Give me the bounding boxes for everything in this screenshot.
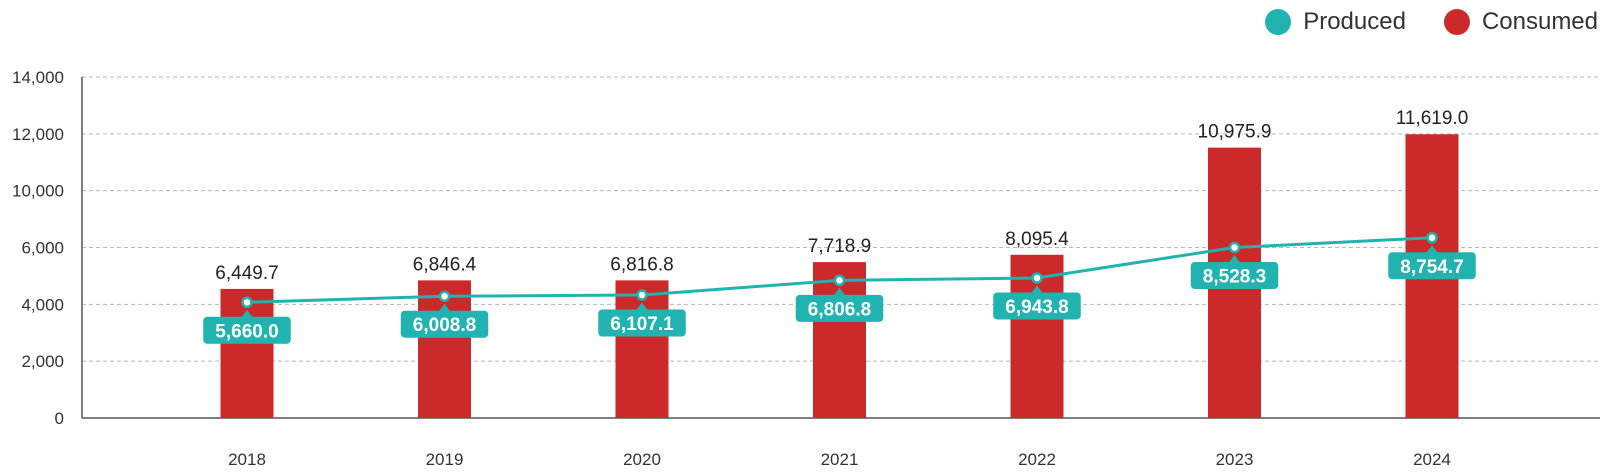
line-point — [1426, 232, 1438, 244]
bar-value-label: 6,449.7 — [215, 263, 278, 284]
bar-value-label: 6,846.4 — [413, 254, 477, 275]
line-label-badge — [400, 310, 489, 338]
bar — [220, 288, 274, 418]
x-tick-label: 2021 — [821, 450, 859, 469]
legend-label-consumed: Consumed — [1481, 8, 1598, 35]
bar-value-label: 11,619.0 — [1396, 108, 1469, 129]
line-value-label: 8,754.7 — [1400, 257, 1463, 278]
y-tick-label: 14,000 — [12, 68, 64, 87]
y-tick-label: 10,000 — [12, 182, 64, 201]
bar-value-label: 10,975.9 — [1198, 122, 1272, 143]
y-tick-label: 6,000 — [21, 239, 64, 258]
line-value-label: 5,660.0 — [215, 321, 278, 342]
legend: Produced Consumed — [1265, 6, 1598, 38]
y-tick-label: 0 — [55, 409, 64, 428]
legend-swatch-consumed — [1443, 9, 1470, 35]
legend-swatch-produced — [1265, 9, 1292, 35]
line-label-pointer — [438, 303, 451, 312]
line-value-label: 6,943.8 — [1005, 297, 1068, 318]
line-value-label: 6,107.1 — [610, 314, 674, 335]
line-label-badge — [1190, 262, 1279, 289]
line-value-label: 6,008.8 — [413, 315, 476, 336]
y-tick-label: 2,000 — [21, 352, 64, 371]
line-point — [833, 274, 846, 287]
y-tick-label: 4,000 — [21, 295, 64, 314]
bar — [418, 280, 471, 418]
x-tick-label: 2022 — [1018, 450, 1056, 469]
line-label-pointer — [241, 309, 253, 318]
line-label-pointer — [1228, 255, 1241, 263]
x-tick-label: 2020 — [623, 450, 661, 469]
legend-item-consumed: Consumed — [1443, 8, 1598, 36]
bar-value-label: 7,718.9 — [808, 236, 871, 257]
x-tick-label: 2018 — [228, 450, 266, 469]
bar — [615, 280, 669, 418]
line-point — [1031, 272, 1043, 284]
y-tick-label: 12,000 — [12, 125, 64, 144]
legend-item-produced: Produced — [1265, 8, 1406, 36]
legend-label-produced: Produced — [1303, 8, 1406, 35]
line-label-badge — [795, 294, 884, 322]
line-label-pointer — [833, 287, 846, 296]
line-point — [636, 289, 648, 301]
line-point — [241, 296, 253, 309]
bar-value-label: 6,816.8 — [610, 254, 673, 275]
line-label-pointer — [1031, 285, 1043, 294]
line-label-badge — [203, 316, 291, 344]
bar-value-label: 8,095.4 — [1005, 229, 1069, 250]
line-value-label: 8,528.3 — [1203, 267, 1266, 288]
x-tick-label: 2019 — [426, 450, 464, 469]
line-label-pointer — [1426, 245, 1438, 254]
line-label-badge — [1388, 252, 1476, 280]
line-point — [438, 290, 451, 302]
line-point — [1228, 241, 1241, 254]
line-label-badge — [598, 309, 686, 337]
line-label-pointer — [636, 302, 648, 311]
line-value-label: 6,806.8 — [808, 299, 871, 320]
line-label-badge — [993, 292, 1081, 320]
x-tick-label: 2024 — [1413, 450, 1451, 469]
x-tick-label: 2023 — [1216, 450, 1254, 469]
